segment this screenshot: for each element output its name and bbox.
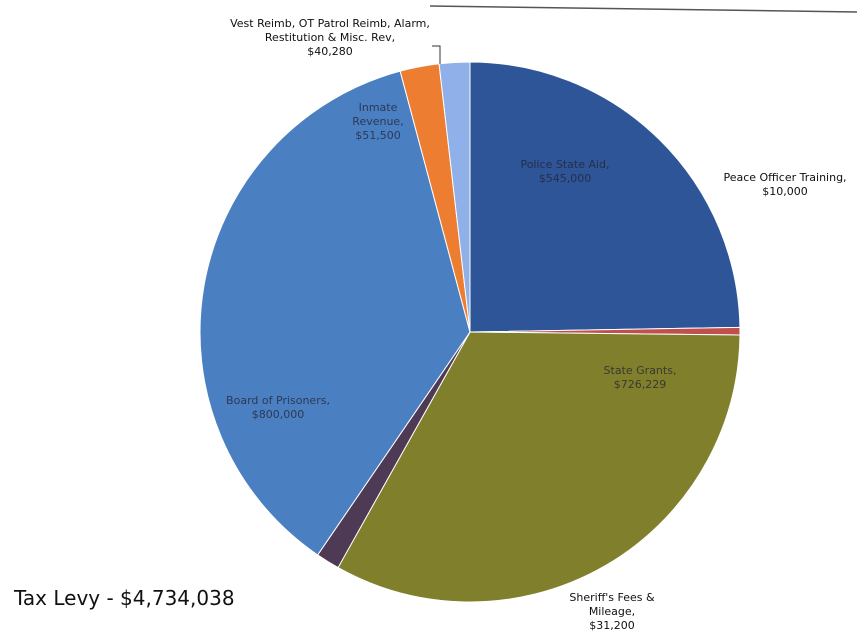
slice-label: Vest Reimb, OT Patrol Reimb, Alarm, Rest…: [225, 17, 435, 59]
value-label: $800,000: [251, 408, 305, 421]
slice-label: State Grants, $726,229: [545, 364, 735, 392]
tax-levy: Tax Levy - $4,734,038: [14, 586, 235, 610]
slice-label: Board of Prisoners, $800,000: [203, 394, 353, 422]
value-label: $545,000: [538, 172, 592, 185]
pie: [199, 61, 741, 603]
category-name: State Grants,: [603, 364, 677, 377]
leader-line: [432, 45, 441, 64]
scan-line: [429, 5, 857, 13]
pie-slice: [469, 61, 741, 333]
pie-slice: [438, 61, 471, 333]
value-label: $726,229: [613, 378, 667, 391]
value-label: $10,000: [762, 185, 808, 198]
value-label: $51,500: [355, 129, 401, 142]
category-name: Police State Aid,: [520, 158, 610, 171]
pie-slice: [337, 331, 741, 603]
category-name: Vest Reimb, OT Patrol Reimb, Alarm, Rest…: [230, 17, 430, 44]
slice-label: Peace Officer Training, $10,000: [700, 171, 857, 199]
slice-label: Inmate Revenue, $51,500: [338, 101, 418, 143]
slice-label: Police State Aid, $545,000: [460, 158, 670, 186]
value-label: $31,200: [589, 619, 635, 632]
category-name: Inmate Revenue,: [352, 101, 404, 128]
category-name: Sheriff's Fees & Mileage,: [569, 591, 655, 618]
category-name: Board of Prisoners,: [226, 394, 330, 407]
category-name: Peace Officer Training,: [723, 171, 847, 184]
value-label: $40,280: [307, 45, 353, 58]
slice-label: Sheriff's Fees & Mileage, $31,200: [547, 591, 677, 633]
pie-slice: [199, 70, 471, 556]
